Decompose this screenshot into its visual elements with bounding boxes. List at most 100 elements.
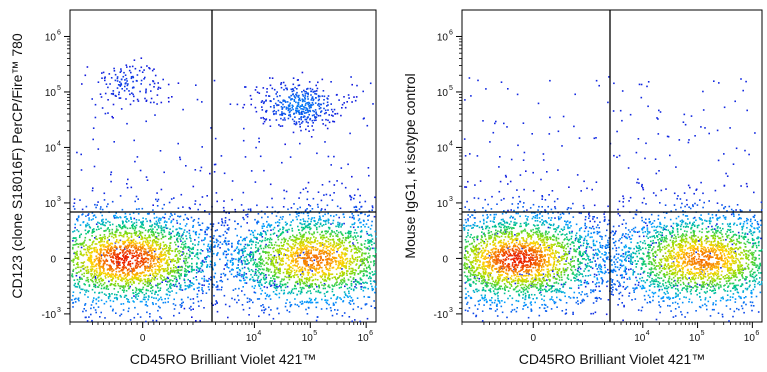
event-dot — [98, 273, 101, 276]
event-dot — [269, 183, 272, 186]
event-dot — [286, 254, 289, 256]
event-dot — [341, 223, 343, 225]
event-dot — [306, 300, 308, 303]
event-dot — [336, 281, 338, 283]
event-dot — [132, 100, 135, 102]
event-dot — [254, 285, 256, 287]
event-dot — [199, 319, 201, 322]
event-dot — [108, 235, 111, 237]
event-dot — [149, 228, 152, 231]
event-dot — [259, 245, 261, 248]
event-dot — [144, 283, 146, 286]
event-dot — [138, 275, 140, 277]
event-dot — [110, 250, 112, 253]
event-dot — [337, 262, 340, 264]
event-dot — [271, 212, 273, 215]
event-dot — [155, 240, 157, 243]
event-dot — [309, 290, 311, 292]
event-dot — [157, 282, 159, 285]
event-dot — [371, 287, 374, 290]
event-dot — [189, 234, 191, 237]
event-dot — [355, 236, 357, 239]
event-dot — [349, 303, 352, 305]
event-dot — [143, 294, 146, 296]
event-dot — [158, 270, 160, 272]
event-dot — [102, 264, 105, 267]
event-dot — [268, 294, 271, 297]
event-dot — [369, 248, 372, 250]
event-dot — [188, 286, 190, 288]
event-dot — [315, 237, 317, 239]
event-dot — [169, 247, 172, 249]
event-dot — [277, 269, 280, 271]
event-dot — [89, 239, 91, 241]
event-dot — [144, 76, 146, 79]
event-dot — [325, 266, 327, 268]
event-dot — [138, 282, 140, 285]
event-dot — [72, 240, 74, 242]
event-dot — [148, 249, 151, 252]
event-dot — [298, 197, 300, 199]
event-dot — [91, 242, 94, 244]
event-dot — [320, 209, 322, 212]
event-dot — [328, 273, 330, 275]
event-dot — [242, 254, 244, 257]
event-dot — [327, 269, 330, 271]
event-dot — [114, 249, 117, 252]
event-dot — [150, 265, 152, 268]
event-dot — [186, 252, 188, 255]
event-dot — [290, 269, 292, 272]
event-dot — [75, 239, 78, 241]
event-dot — [157, 248, 160, 250]
event-dot — [183, 257, 185, 260]
event-dot — [74, 282, 76, 285]
event-dot — [365, 274, 368, 277]
event-dot — [311, 270, 313, 272]
event-dot — [307, 103, 309, 106]
event-dot — [343, 291, 346, 293]
event-dot — [149, 255, 152, 258]
event-dot — [190, 305, 192, 308]
event-dot — [125, 278, 128, 281]
event-dot — [223, 268, 225, 270]
event-dot — [342, 258, 344, 260]
event-dot — [101, 284, 103, 287]
event-dot — [139, 290, 141, 292]
event-dot — [242, 275, 245, 278]
event-dot — [220, 273, 222, 276]
event-dot — [264, 237, 267, 239]
event-dot — [305, 237, 308, 239]
event-dot — [156, 228, 158, 231]
event-dot — [132, 273, 134, 276]
event-dot — [308, 105, 310, 107]
event-dot — [259, 240, 261, 242]
event-dot — [273, 254, 276, 257]
event-dot — [139, 275, 142, 278]
event-dot — [260, 305, 262, 307]
event-dot — [137, 213, 140, 215]
event-dot — [305, 128, 307, 131]
event-dot — [141, 207, 144, 210]
event-dot — [350, 283, 353, 285]
event-dot — [116, 239, 118, 241]
event-dot — [160, 225, 162, 227]
event-dot — [372, 288, 375, 290]
event-dot — [330, 233, 332, 236]
event-dot — [344, 266, 346, 269]
event-dot — [152, 275, 155, 277]
event-dot — [100, 255, 102, 258]
event-dot — [343, 222, 345, 225]
event-dot — [168, 233, 170, 235]
event-dot — [349, 276, 352, 278]
event-dot — [242, 209, 245, 211]
event-dot — [184, 262, 186, 265]
event-dot — [156, 192, 158, 194]
event-dot — [335, 214, 338, 216]
event-dot — [149, 247, 151, 250]
event-dot — [228, 218, 231, 221]
event-dot — [97, 300, 100, 302]
event-dot — [370, 305, 373, 307]
event-dot — [91, 251, 93, 253]
event-dot — [151, 229, 153, 232]
event-dot — [105, 254, 108, 256]
